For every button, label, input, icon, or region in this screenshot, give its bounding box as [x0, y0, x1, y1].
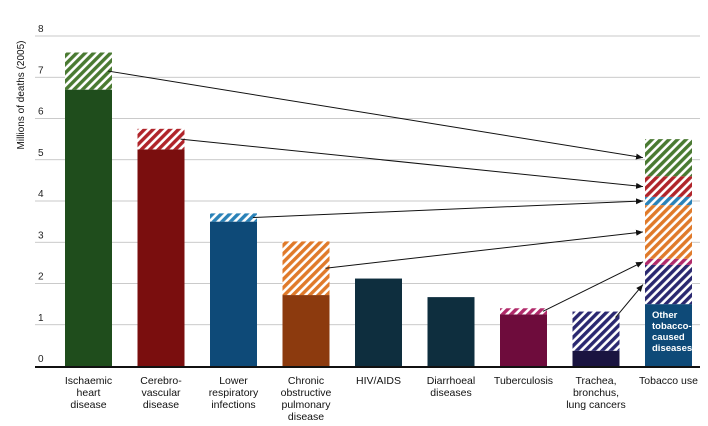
y-tick-label: 0: [38, 354, 44, 365]
category-label: Lower respiratory infections: [209, 375, 259, 411]
tobacco-bar-base: [645, 304, 692, 366]
bar-base: [137, 149, 185, 366]
bar-base: [282, 295, 330, 366]
bar-base: [65, 89, 112, 366]
category-label: Cerebro-vascular disease: [140, 375, 182, 411]
flow-arrow: [615, 284, 644, 318]
y-tick-label: 1: [38, 313, 44, 324]
tobacco-bar-segment: [645, 196, 692, 206]
flow-arrow: [325, 229, 644, 269]
category-label: Ischaemic heart disease: [65, 375, 112, 411]
bar-base: [427, 297, 475, 366]
y-tick-label: 6: [38, 107, 44, 118]
bar-base: [210, 221, 257, 366]
bar-tobacco-segment: [572, 311, 620, 351]
y-axis-label: Millions of deaths (2005): [16, 41, 27, 150]
category-label: HIV/AIDS: [356, 375, 401, 387]
bar-tobacco-segment: [137, 128, 185, 150]
y-tick-label: 2: [38, 272, 44, 283]
tobacco-bar-segment: [645, 176, 692, 197]
bar-base: [572, 350, 620, 366]
flow-arrow: [107, 70, 644, 160]
flow-arrow: [180, 138, 644, 189]
flow-arrow: [542, 261, 644, 312]
category-label: Tuberculosis: [494, 375, 553, 387]
bar-tobacco-segment: [500, 308, 547, 315]
category-label: Trachea, bronchus, lung cancers: [566, 375, 626, 411]
y-tick-label: 8: [38, 24, 44, 35]
bar-base: [355, 278, 402, 366]
bar-tobacco-segment: [210, 213, 257, 222]
category-label: Chronic obstructive pulmonary disease: [281, 375, 332, 423]
tobacco-bar-segment: [645, 205, 692, 259]
y-tick-label: 4: [38, 189, 44, 200]
tobacco-base-label: Other tobacco-caused diseases*: [652, 310, 696, 354]
bar-tobacco-segment: [282, 241, 330, 296]
tobacco-bar-segment: [645, 258, 692, 265]
bar-tobacco-segment: [65, 52, 112, 90]
category-label: Diarrhoeal diseases: [427, 375, 475, 399]
category-label: Tobacco use: [639, 375, 698, 387]
flow-arrow: [252, 198, 644, 218]
tobacco-bar-segment: [645, 264, 692, 305]
bar-base: [500, 314, 547, 366]
y-tick-label: 7: [38, 65, 44, 76]
category-labels: Ischaemic heart disease Cerebro-vascular dis…: [65, 375, 698, 423]
y-tick-label: 5: [38, 148, 44, 159]
y-tick-label: 3: [38, 230, 44, 241]
tobacco-bar-segment: [645, 139, 692, 177]
arrows: [107, 70, 644, 318]
y-tick-labels: 0 1 2 3 4 5 6 7 8: [38, 24, 44, 365]
bars: Other tobacco-caused diseases*: [65, 52, 696, 366]
